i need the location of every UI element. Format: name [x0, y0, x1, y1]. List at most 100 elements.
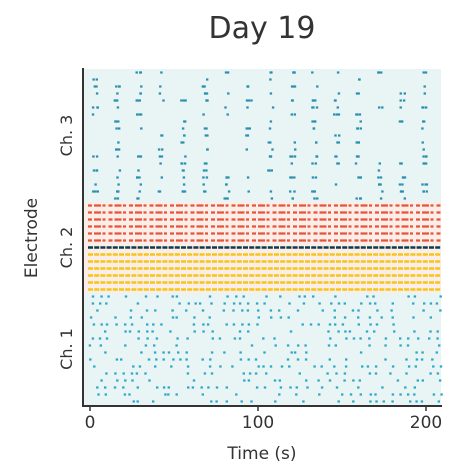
spike: [337, 302, 341, 305]
spike: [210, 302, 213, 305]
spike: [286, 358, 290, 361]
spike: [355, 92, 359, 95]
spike-row: [95, 92, 426, 95]
spike: [295, 393, 298, 396]
spike: [269, 92, 273, 95]
spike: [91, 302, 95, 305]
spike: [290, 162, 293, 165]
spike: [269, 309, 273, 312]
spike-row: [104, 330, 439, 333]
spike: [246, 176, 250, 179]
spike: [273, 337, 276, 340]
x-tick-label: 200: [410, 413, 442, 433]
spike: [118, 169, 122, 172]
spike: [130, 372, 134, 375]
spike: [182, 169, 185, 172]
spike: [293, 176, 296, 179]
spike: [400, 162, 403, 165]
spike: [239, 358, 243, 361]
spike: [336, 141, 339, 144]
spike: [117, 141, 120, 144]
spike-row: [89, 358, 434, 361]
spike: [269, 155, 272, 158]
spike: [116, 190, 120, 193]
spike: [104, 393, 107, 396]
spike: [315, 106, 319, 109]
spike: [373, 330, 376, 333]
spike: [225, 386, 228, 389]
spike: [289, 386, 292, 389]
spike: [226, 113, 229, 116]
spike: [293, 190, 296, 193]
spike: [375, 323, 379, 326]
spike: [232, 309, 235, 312]
spike: [391, 302, 394, 305]
spike: [345, 358, 348, 361]
spike: [154, 365, 157, 368]
spike: [140, 316, 143, 319]
spike-row: [160, 134, 341, 137]
group-labels: Ch. 1 Ch. 2 Ch. 3: [57, 115, 76, 370]
spike-row: [132, 400, 440, 403]
spike: [334, 134, 337, 137]
spike: [290, 351, 293, 354]
spike: [380, 316, 383, 319]
spike: [420, 400, 424, 403]
spike: [202, 323, 205, 326]
spike: [280, 365, 284, 368]
spike: [333, 316, 336, 319]
spike: [293, 141, 296, 144]
spike: [318, 302, 321, 305]
spike: [311, 162, 314, 165]
spike: [178, 302, 181, 305]
spike: [138, 176, 141, 179]
spike: [357, 309, 360, 312]
spike: [438, 379, 442, 382]
spike: [247, 190, 250, 193]
spike: [290, 113, 293, 116]
spike: [337, 141, 340, 144]
spike: [140, 85, 143, 88]
spike: [343, 316, 347, 319]
spike: [378, 183, 381, 186]
spike: [399, 92, 402, 95]
spike: [158, 155, 162, 158]
spike: [208, 316, 211, 319]
spike: [341, 393, 344, 396]
spike: [227, 190, 231, 193]
spike: [412, 316, 415, 319]
spike: [368, 344, 371, 347]
spike: [357, 323, 360, 326]
spike: [343, 302, 346, 305]
spike: [223, 302, 226, 305]
spike: [115, 323, 118, 326]
spike: [182, 141, 185, 144]
spike: [140, 127, 143, 130]
spike: [202, 183, 205, 186]
spike: [192, 379, 196, 382]
spike: [167, 393, 170, 396]
spike: [333, 113, 336, 116]
spike: [405, 358, 408, 361]
spike: [184, 99, 187, 102]
spike: [329, 337, 332, 340]
spike: [254, 358, 258, 361]
spike: [421, 106, 424, 109]
spike: [171, 316, 175, 319]
spike: [204, 92, 207, 95]
spike: [202, 176, 205, 179]
spike: [183, 162, 187, 165]
spike: [114, 372, 117, 375]
spike: [391, 393, 395, 396]
spike: [223, 197, 226, 200]
spike: [116, 155, 119, 158]
spike: [360, 302, 363, 305]
spike: [366, 295, 369, 298]
spike: [139, 71, 142, 74]
spike-row: [94, 183, 429, 186]
spike: [187, 302, 190, 305]
spike: [262, 365, 265, 368]
spike: [311, 176, 315, 179]
spike: [396, 379, 400, 382]
spike: [274, 400, 277, 403]
